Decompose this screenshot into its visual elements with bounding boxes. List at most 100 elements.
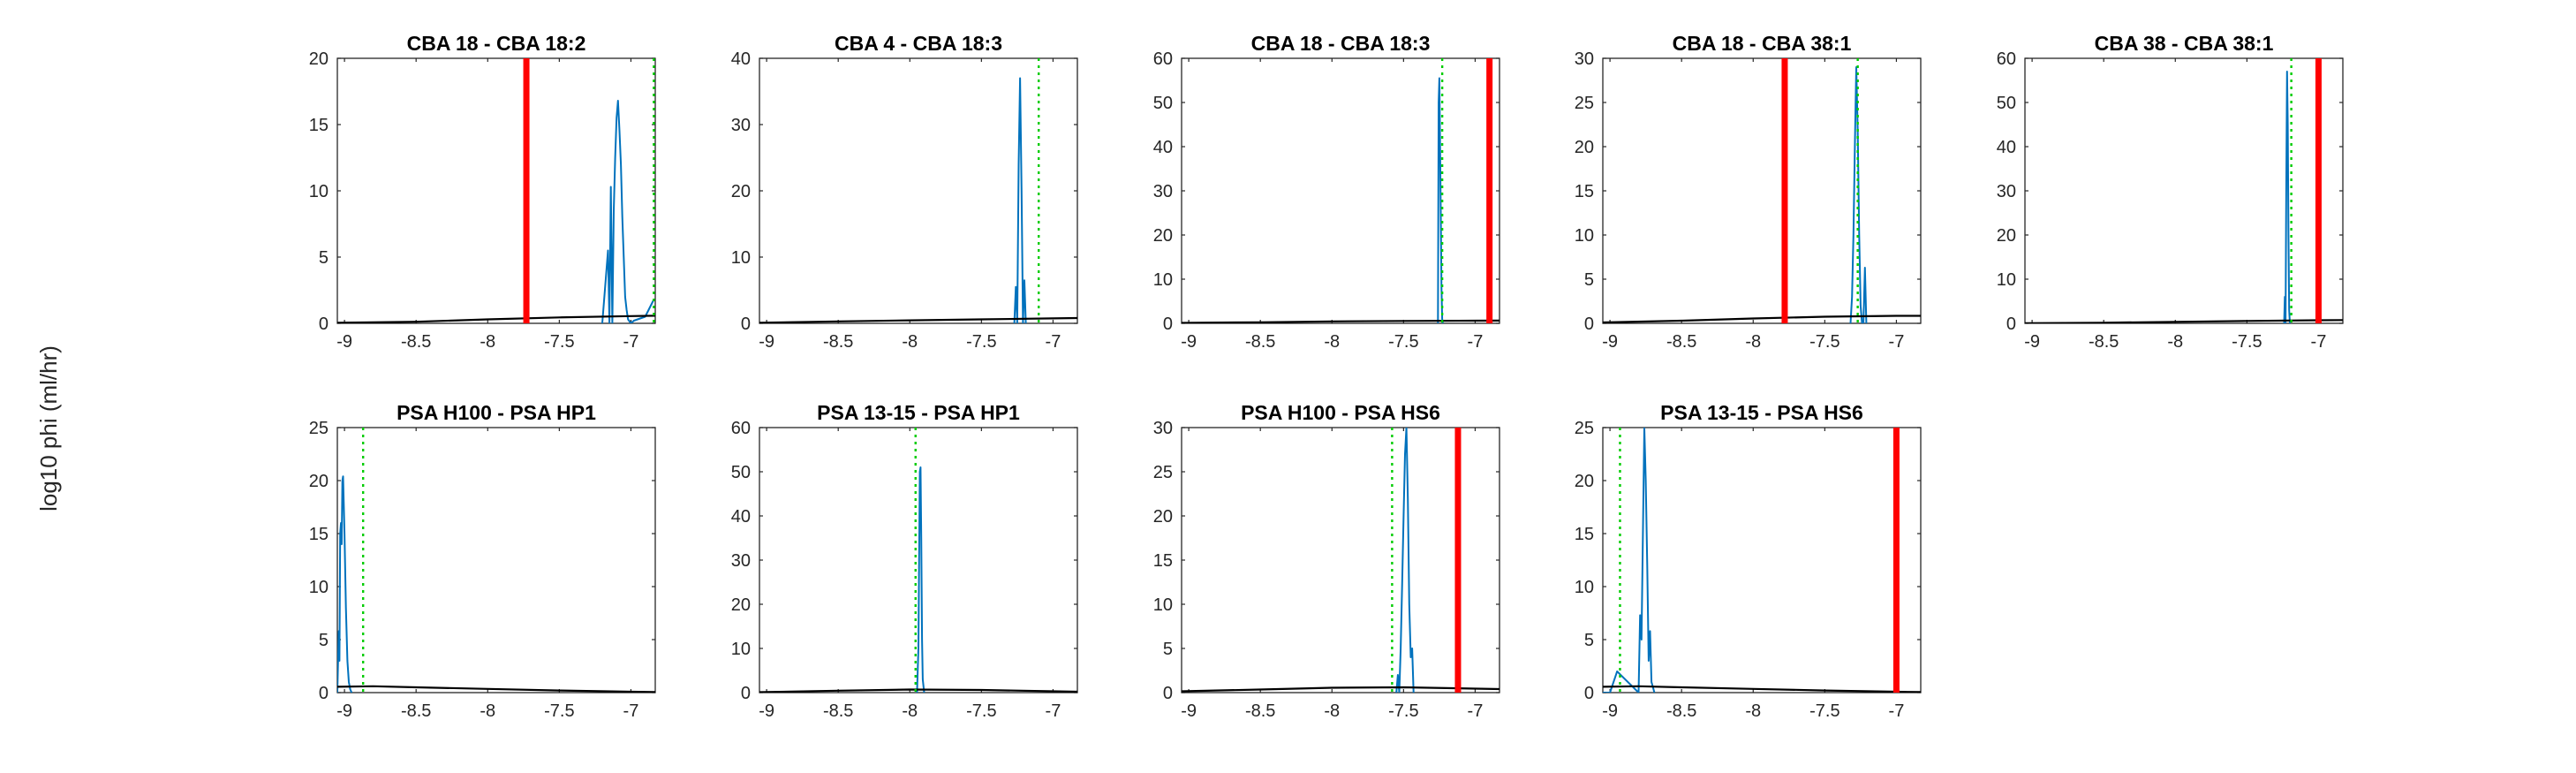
plot-area <box>1182 58 1500 323</box>
x-tick-label: -9 <box>336 332 352 352</box>
x-tick-label: -9 <box>2024 332 2040 352</box>
y-tick-label: 50 <box>731 463 751 482</box>
axes-box <box>1602 427 1922 693</box>
prior-density-line <box>759 316 1077 323</box>
y-tick-label: 40 <box>1997 138 2016 157</box>
y-tick-label: 5 <box>319 631 329 650</box>
plot-area <box>759 58 1077 323</box>
x-tick-label: -7.5 <box>544 332 574 352</box>
y-tick-label: 60 <box>731 419 751 438</box>
y-tick-label: 5 <box>1584 631 1594 650</box>
x-tick-label: -9 <box>1602 332 1618 352</box>
posterior-histogram-line <box>1849 66 1868 323</box>
subplot: CBA 18 - CBA 18:3 -9 -8.5 -8 -7.5 -7 0 10 20 30 40… <box>1153 32 1500 352</box>
x-tick-label: -8 <box>902 332 918 352</box>
posterior-histogram-line <box>1013 77 1027 323</box>
y-tick-label: 30 <box>1997 182 2016 201</box>
y-tick-label: 10 <box>1575 578 1594 597</box>
x-tick-label: -8 <box>480 701 495 721</box>
y-tick-label: 40 <box>1153 138 1173 157</box>
axes-box <box>759 57 1078 324</box>
x-tick-label: -7.5 <box>1809 701 1839 721</box>
x-tick-label: -7 <box>623 701 639 721</box>
x-tick-label: -8.5 <box>1245 332 1275 352</box>
y-tick-label: 30 <box>1575 49 1594 69</box>
y-tick-label: 15 <box>1575 525 1594 544</box>
axes-box <box>336 427 656 693</box>
subplot-title: PSA 13-15 - PSA HS6 <box>1660 401 1863 424</box>
x-tick-label: -7.5 <box>1388 332 1418 352</box>
y-tick-label: 10 <box>1153 595 1173 615</box>
subplot-title: CBA 18 - CBA 38:1 <box>1673 32 1852 55</box>
subplot-title: PSA H100 - PSA HS6 <box>1241 401 1440 424</box>
y-tick-label: 20 <box>309 49 329 69</box>
axes-box <box>336 57 656 324</box>
x-tick-label: -8 <box>1745 332 1761 352</box>
y-tick-label: 0 <box>741 315 751 334</box>
y-tick-label: 0 <box>1163 684 1173 703</box>
y-tick-label: 10 <box>309 578 329 597</box>
x-tick-label: -7.5 <box>2232 332 2262 352</box>
posterior-histogram-line <box>1395 428 1415 693</box>
y-tick-label: 10 <box>1153 270 1173 290</box>
x-tick-label: -9 <box>1602 701 1618 721</box>
x-tick-label: -9 <box>759 701 774 721</box>
x-tick-label: -8.5 <box>401 332 431 352</box>
x-tick-label: -8.5 <box>2089 332 2119 352</box>
y-tick-label: 15 <box>1575 182 1594 201</box>
x-tick-label: -8 <box>1745 701 1761 721</box>
prior-density-line <box>1603 315 1921 323</box>
x-tick-label: -8.5 <box>823 332 853 352</box>
x-tick-label: -7.5 <box>544 701 574 721</box>
prior-density-line <box>2025 319 2343 323</box>
subplot: CBA 38 - CBA 38:1 -9 -8.5 -8 -7.5 -7 0 10 20 30 40… <box>1997 32 2344 352</box>
y-tick-label: 0 <box>2006 315 2016 334</box>
y-tick-label: 30 <box>1153 182 1173 201</box>
plot-area <box>337 58 655 323</box>
x-tick-label: -8.5 <box>1245 701 1275 721</box>
x-tick-label: -9 <box>759 332 774 352</box>
posterior-histogram-line <box>2283 71 2291 323</box>
y-tick-label: 5 <box>1163 640 1173 659</box>
y-tick-label: 25 <box>1575 94 1594 113</box>
y-tick-label: 20 <box>1153 226 1173 246</box>
x-tick-label: -7.5 <box>1809 332 1839 352</box>
plot-area <box>1603 58 1921 323</box>
x-tick-label: -8.5 <box>823 701 853 721</box>
posterior-histogram-line <box>916 466 925 693</box>
y-tick-label: 40 <box>731 507 751 527</box>
prior-density-line <box>1182 319 1500 323</box>
y-tick-label: 60 <box>1153 49 1173 69</box>
x-tick-label: -7 <box>1046 332 1061 352</box>
y-tick-label: 50 <box>1997 94 2016 113</box>
x-tick-label: -8 <box>902 701 918 721</box>
plot-area <box>2025 58 2343 323</box>
x-tick-label: -8.5 <box>1666 332 1696 352</box>
subplot: PSA H100 - PSA HS6 -9 -8.5 -8 -7.5 -7 0 5 10 15 20… <box>1153 401 1500 721</box>
x-tick-label: -8 <box>1324 701 1340 721</box>
x-tick-label: -9 <box>336 701 352 721</box>
y-tick-label: 0 <box>1584 315 1594 334</box>
y-tick-label: 0 <box>741 684 751 703</box>
y-tick-label: 25 <box>1153 463 1173 482</box>
subplot-grid: CBA 18 - CBA 18:2 -9 -8.5 -8 -7.5 -7 0 5 10 15 20 C… <box>309 32 2344 721</box>
subplot: CBA 18 - CBA 38:1 -9 -8.5 -8 -7.5 -7 0 5 10 15 20 2… <box>1575 32 1922 352</box>
axes-box <box>1181 427 1500 693</box>
subplot-title: CBA 38 - CBA 38:1 <box>2095 32 2274 55</box>
y-tick-label: 0 <box>1163 315 1173 334</box>
x-tick-label: -8 <box>2167 332 2183 352</box>
y-tick-label: 20 <box>1575 138 1594 157</box>
y-tick-label: 25 <box>1575 419 1594 438</box>
y-tick-label: 0 <box>319 315 329 334</box>
subplot-title: CBA 18 - CBA 18:2 <box>407 32 586 55</box>
y-tick-label: 0 <box>319 684 329 703</box>
x-tick-label: -9 <box>1181 701 1197 721</box>
subplot-title: PSA H100 - PSA HP1 <box>397 401 596 424</box>
x-tick-label: -7 <box>2311 332 2327 352</box>
axes-box <box>1602 57 1922 324</box>
y-tick-label: 20 <box>1997 226 2016 246</box>
y-tick-label: 5 <box>319 248 329 268</box>
subplot: CBA 4 - CBA 18:3 -9 -8.5 -8 -7.5 -7 0 10 20 30 40 <box>731 32 1078 352</box>
y-tick-label: 5 <box>1584 270 1594 290</box>
y-tick-label: 10 <box>1575 226 1594 246</box>
